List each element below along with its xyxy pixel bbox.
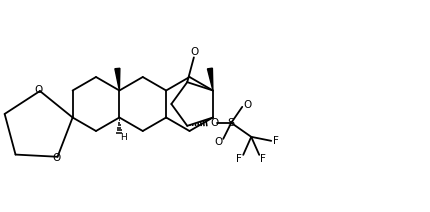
Text: F: F	[237, 154, 242, 164]
Text: F: F	[273, 136, 279, 146]
Polygon shape	[207, 68, 213, 91]
Text: O: O	[35, 85, 43, 95]
Text: O: O	[191, 47, 199, 57]
Text: O: O	[210, 118, 218, 128]
Text: O: O	[243, 100, 252, 110]
Polygon shape	[115, 68, 120, 91]
Text: F: F	[260, 154, 266, 164]
Text: H: H	[120, 133, 127, 142]
Text: O: O	[214, 137, 222, 147]
Text: S: S	[227, 118, 235, 128]
Text: O: O	[52, 153, 61, 163]
